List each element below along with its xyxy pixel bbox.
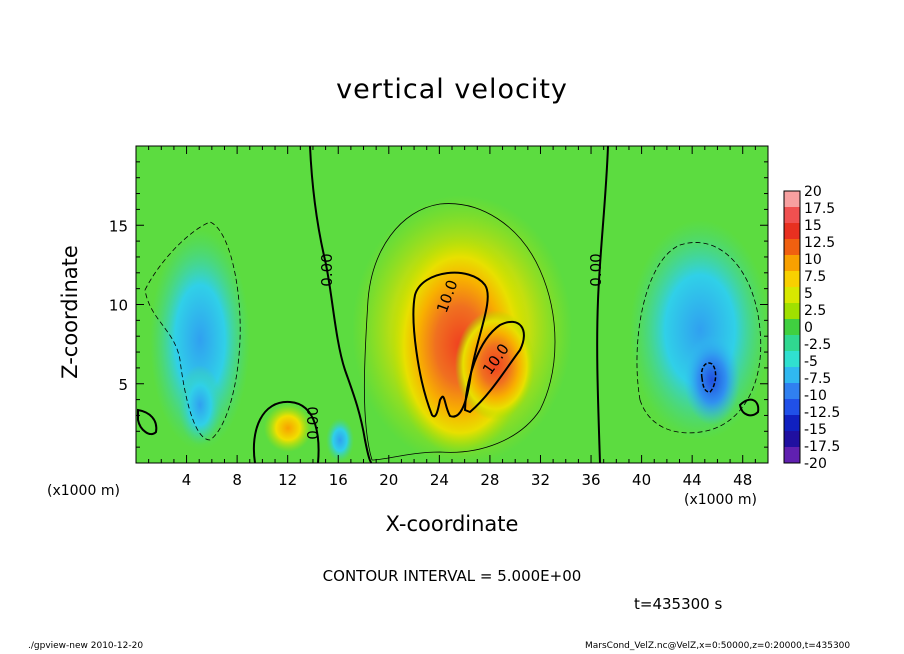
colorbar-swatch	[784, 191, 800, 208]
x-tick-label: 32	[531, 471, 550, 489]
colorbar-swatch	[784, 399, 800, 416]
colorbar-swatch	[784, 255, 800, 272]
contour-zero-right	[596, 146, 609, 463]
y-tick-label: 10	[109, 297, 128, 315]
x-tick-label: 20	[379, 471, 398, 489]
colorbar-swatch	[784, 271, 800, 288]
x-unit-label: (x1000 m)	[684, 492, 757, 508]
contour-label-2: 0.00	[304, 406, 322, 439]
colorbar-label: -12.5	[804, 405, 840, 421]
y-axis: 5 10 15	[109, 161, 768, 448]
x-tick-label: 8	[232, 471, 242, 489]
x-axis: 4 8 12 16 20 24 28 32 36 40 44 48	[148, 146, 756, 489]
colorbar-swatch	[784, 447, 800, 464]
contour-interval: CONTOUR INTERVAL = 5.000E+00	[322, 567, 582, 585]
x-tick-label: 12	[278, 471, 297, 489]
colorbar-frame	[783, 190, 801, 464]
colorbar-label: 20	[804, 184, 822, 200]
colorbar-label: -20	[804, 456, 827, 472]
colorbar-label: -2.5	[804, 337, 831, 353]
x-tick-label: 24	[430, 471, 449, 489]
colorbar-label: -7.5	[804, 371, 831, 387]
colorbar-swatch	[784, 207, 800, 224]
colorbar: 2017.51512.5107.552.50-2.5-5-7.5-10-12.5…	[783, 184, 840, 472]
colorbar-swatch	[784, 383, 800, 400]
colorbar-label: 0	[804, 320, 813, 336]
x-tick-label: 16	[329, 471, 348, 489]
contour-label-5: 0.00	[587, 253, 605, 286]
chart-title: vertical velocity	[336, 74, 568, 105]
contour-neg-core	[700, 362, 717, 393]
y-unit-label: (x1000 m)	[47, 483, 120, 499]
colorbar-label: 15	[804, 218, 822, 234]
x-tick-label: 40	[632, 471, 651, 489]
contour-five	[363, 203, 556, 461]
y-tick-label: 15	[109, 217, 128, 235]
downdraft-right-core	[684, 335, 740, 425]
colorbar-swatch	[784, 351, 800, 368]
colorbar-swatch	[784, 367, 800, 384]
colorbar-swatch	[784, 319, 800, 336]
contour-ten-b	[463, 320, 525, 414]
colorbar-swatch	[784, 431, 800, 448]
colorbar-swatch	[784, 415, 800, 432]
colorbar-swatch	[784, 303, 800, 320]
warm-spot	[264, 404, 312, 452]
x-axis-label: X-coordinate	[385, 512, 519, 536]
colorbar-label: -17.5	[804, 439, 840, 455]
colorbar-swatch	[784, 223, 800, 240]
colorbar-swatch	[784, 335, 800, 352]
x-tick-label: 28	[480, 471, 499, 489]
footer-right: MarsCond_VelZ.nc@VelZ,x=0:50000,z=0:2000…	[585, 641, 851, 651]
downdraft-small	[326, 418, 354, 462]
contour-label-1: 0.00	[318, 253, 336, 286]
colorbar-label: 10	[804, 252, 822, 268]
x-tick-label: 4	[182, 471, 192, 489]
contour-neg-right	[636, 242, 762, 434]
contour-ten-a	[412, 271, 489, 418]
colorbar-label: 7.5	[804, 269, 826, 285]
colorbar-swatch	[784, 287, 800, 304]
time-stamp: t=435300 s	[634, 595, 723, 613]
contour-small-1	[137, 408, 158, 436]
y-tick-label: 5	[118, 376, 128, 394]
plot-area	[136, 146, 768, 463]
footer-left: ./gpview-new 2010-12-20	[28, 641, 144, 651]
colorbar-label: 5	[804, 286, 813, 302]
x-tick-label: 36	[581, 471, 600, 489]
colorbar-swatch	[784, 239, 800, 256]
downdraft-left	[150, 230, 250, 450]
colorbar-label: 12.5	[804, 235, 835, 251]
colorbar-label: 17.5	[804, 201, 835, 217]
colorbar-label: 2.5	[804, 303, 826, 319]
contour-zero-warm	[253, 400, 320, 463]
x-tick-label: 48	[733, 471, 752, 489]
updraft-core-2	[455, 310, 535, 420]
downdraft-left-core	[178, 365, 222, 445]
colorbar-label: -10	[804, 388, 827, 404]
x-tick-label: 44	[683, 471, 702, 489]
contour-small-2	[738, 398, 760, 417]
contour-zero-left	[309, 146, 373, 463]
colorbar-label: -15	[804, 422, 827, 438]
colorbar-label: -5	[804, 354, 818, 370]
contour-neg-left	[144, 221, 241, 441]
y-axis-label: Z-coordinate	[58, 245, 82, 379]
